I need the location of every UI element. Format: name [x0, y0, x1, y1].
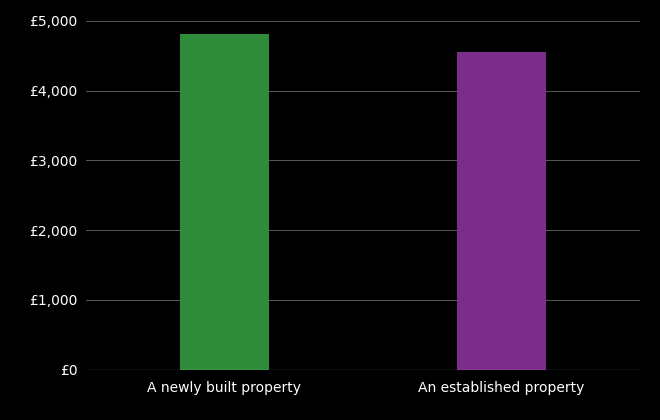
Bar	[180, 34, 269, 370]
Bar	[457, 52, 546, 370]
